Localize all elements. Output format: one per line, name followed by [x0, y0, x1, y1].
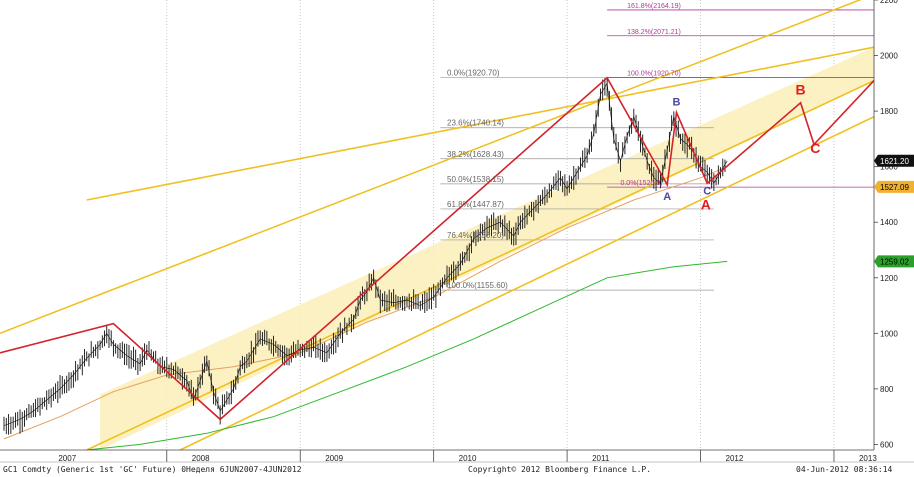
y-tick-label-0: 600 [880, 440, 894, 449]
y-tick-label-1: 800 [880, 385, 894, 394]
x-tick-label-4: 2011 [592, 454, 610, 463]
footer-copyright: Copyright© 2012 Bloomberg Finance L.P. [468, 465, 652, 474]
fib-label-3: 50.0%(1538.15) [447, 175, 504, 184]
plot-area [0, 0, 874, 450]
wave-label-wave-red-a: A [701, 197, 711, 213]
wave-label-wave-red-c: C [810, 140, 820, 156]
price-tag-box [874, 154, 914, 167]
moving-average-ma-long [86, 260, 728, 450]
price-bars [3, 78, 726, 435]
x-tick-label-3: 2010 [459, 454, 477, 463]
fib-label-4: 61.8%(1447.87) [447, 200, 504, 209]
x-tick-label-1: 2008 [192, 454, 210, 463]
y-tick-label-6: 1800 [880, 107, 898, 116]
trend-zigzag [0, 76, 874, 421]
price-line [3, 82, 728, 426]
channel-line-upper-outer [0, 0, 862, 335]
price-tag-1: 1527.09 [874, 180, 914, 193]
channel-line-lower-outer [179, 115, 874, 450]
footer-timestamp: 04-Jun-2012 08:36:14 [796, 465, 893, 474]
price-tag-box [874, 180, 914, 193]
fib-label-2: 38.2%(1628.43) [447, 150, 504, 159]
fib-ext-label-3: 0.0%(1526.3) [620, 180, 662, 187]
fib-label-6: 100.0%(1155.60) [447, 281, 508, 290]
price-tag-box [874, 255, 914, 268]
y-tick-label-8: 2200 [880, 0, 898, 5]
moving-average-ma-mid [3, 166, 728, 440]
fib-ext-label-0: 161.8%(2164.19) [627, 3, 681, 10]
wave-label-wave-red-b: B [796, 81, 806, 97]
fib-label-1: 23.6%(1740.14) [447, 119, 504, 128]
footer-security-description: GC1 Comdty (Generic 1st 'GC' Future) 0Не… [3, 465, 302, 474]
price-tag-label: 1527.09 [880, 183, 909, 192]
price-tag-0: 1621.20 [874, 154, 914, 167]
channel-line-upper-inner [86, 46, 874, 201]
channel-line-lower-inner [86, 79, 874, 450]
wave-label-wave-blue-c: C [703, 185, 711, 197]
y-tick-label-3: 1200 [880, 274, 898, 283]
fib-label-0: 0.0%(1920.70) [447, 69, 500, 78]
y-tick-label-2: 1000 [880, 329, 898, 338]
x-tick-label-5: 2012 [726, 454, 744, 463]
y-tick-label-4: 1400 [880, 218, 898, 227]
fib-ext-label-1: 138.2%(2071.21) [627, 29, 681, 36]
y-tick-label-5: 1600 [880, 163, 898, 172]
fib-ext-label-2: 100.0%(1920.70) [627, 71, 681, 78]
x-tick-label-0: 2007 [58, 454, 76, 463]
x-tick-label-2: 2009 [325, 454, 343, 463]
wave-label-wave-blue-a: A [663, 191, 671, 203]
price-tag-label: 1621.20 [880, 157, 909, 166]
fib-label-5: 76.4%(1336.20) [447, 231, 504, 240]
wave-label-wave-blue-b: B [673, 97, 681, 109]
price-tag-label: 1259.02 [880, 257, 909, 266]
price-tag-2: 1259.02 [874, 255, 914, 268]
x-tick-label-6: 2013 [859, 454, 877, 463]
y-tick-label-7: 2000 [880, 52, 898, 61]
